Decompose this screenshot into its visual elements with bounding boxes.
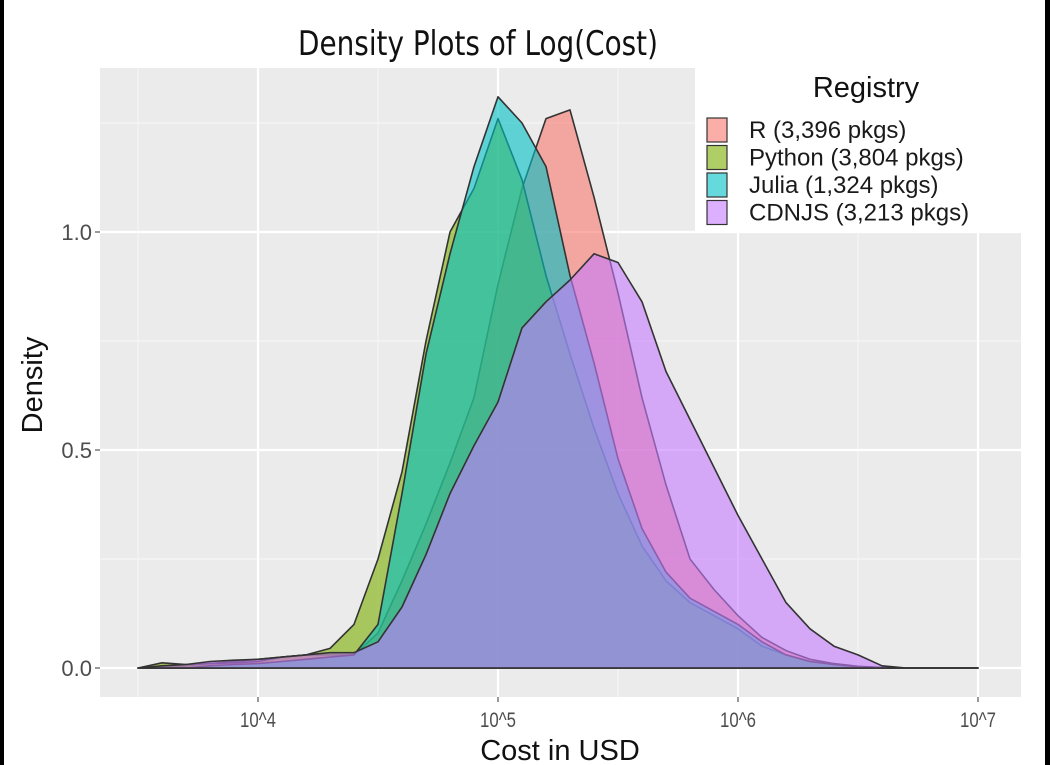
legend-label: R (3,396 pkgs) — [749, 117, 906, 144]
legend-label: Julia (1,324 pkgs) — [749, 172, 938, 199]
legend-label: CDNJS (3,213 pkgs) — [749, 200, 969, 227]
y-tick-label: 1.0 — [61, 220, 92, 245]
chart-canvas: Density Plots of Log(Cost) 10^4 10^5 10^6 1… — [4, 0, 1045, 765]
legend-label: Python (3,804 pkgs) — [749, 145, 964, 172]
legend-title: Registry — [813, 72, 920, 104]
legend-key-swatch — [706, 144, 728, 171]
x-tick-label: 10^6 — [720, 709, 756, 732]
density-chart: Density Plots of Log(Cost) 10^4 10^5 10^6 1… — [17, 24, 1040, 765]
chart-title: Density Plots of Log(Cost) — [298, 24, 658, 63]
y-tick-label: 0.5 — [61, 438, 92, 463]
legend-key-swatch — [706, 172, 728, 198]
legend: Registry R (3,396 pkgs)Python (3,804 pkg… — [695, 55, 1040, 232]
x-tick-label: 10^4 — [240, 709, 276, 732]
density-area-cdnjs — [137, 253, 979, 669]
legend-key-swatch — [706, 117, 728, 143]
y-tick-label: 0.0 — [61, 656, 92, 681]
legend-key-swatch — [706, 199, 728, 226]
x-tick-label: 10^7 — [960, 709, 996, 732]
density-areas — [137, 96, 979, 669]
y-axis-label: Density — [17, 336, 49, 433]
x-axis-label: Cost in USD — [480, 735, 640, 765]
axes: 10^4 10^5 10^6 10^7 0.0 0.5 1.0 — [61, 220, 996, 733]
legend-background — [695, 55, 1040, 232]
x-tick-label: 10^5 — [480, 709, 516, 732]
